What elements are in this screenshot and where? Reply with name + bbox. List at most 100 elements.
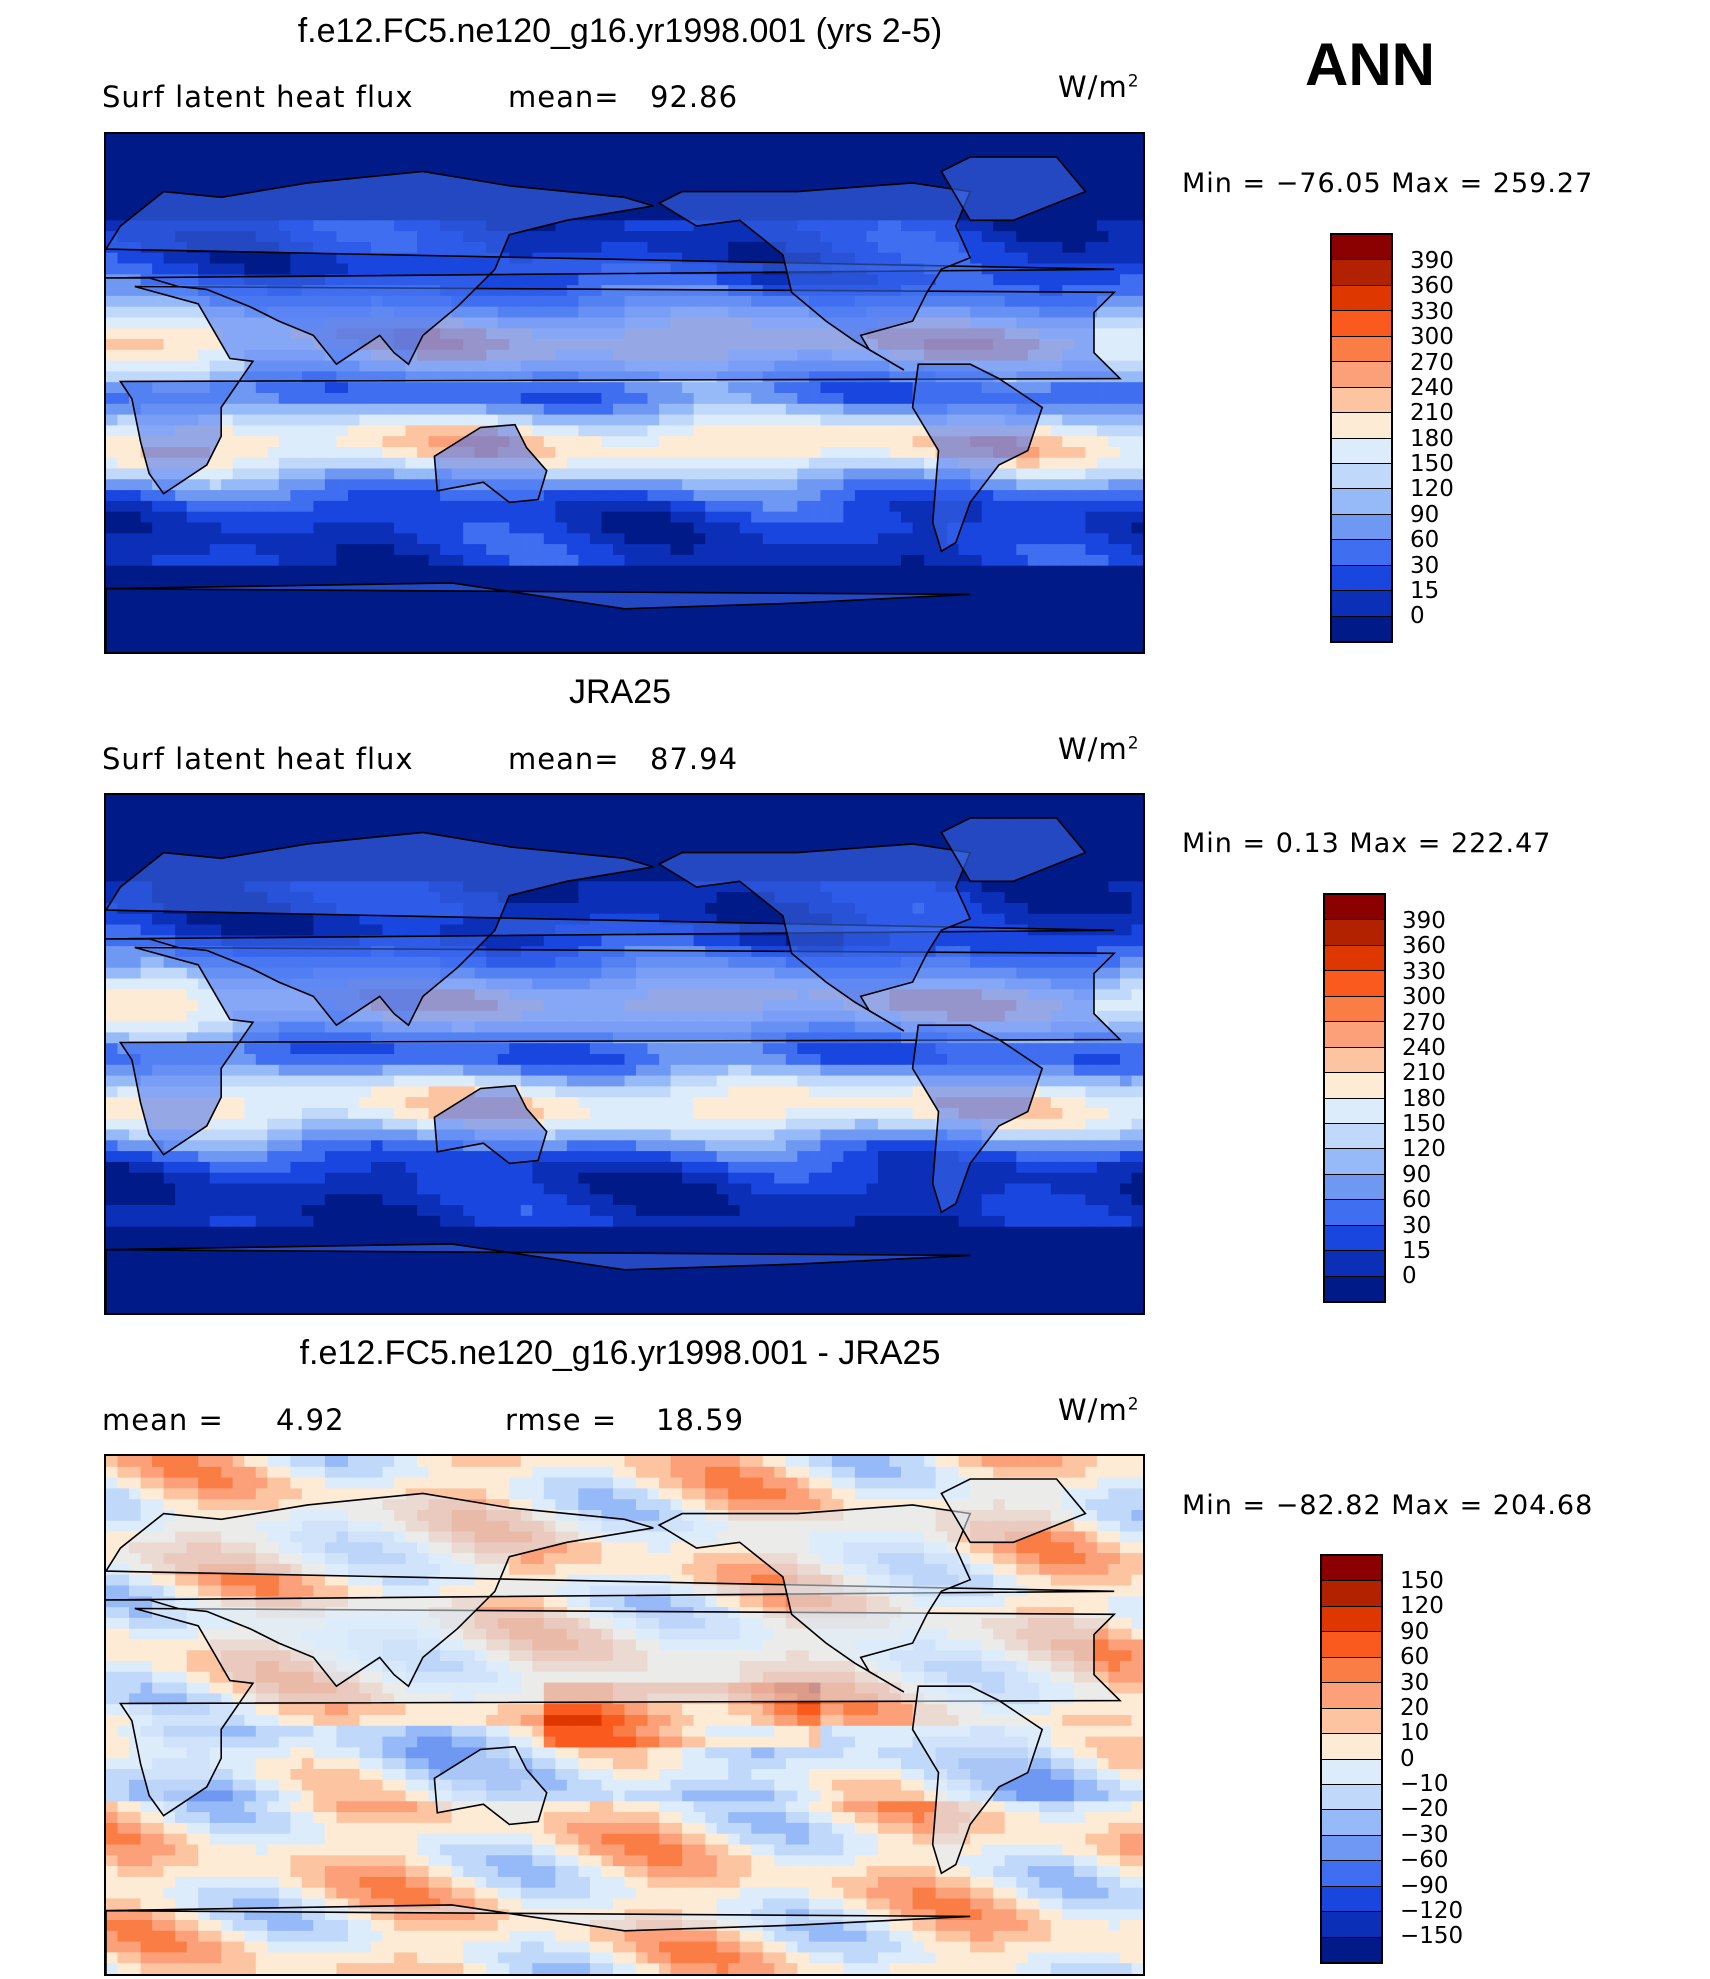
- field-cell: [1062, 500, 1075, 513]
- field-cell: [555, 554, 568, 567]
- field-cell: [670, 414, 683, 426]
- field-cell: [843, 436, 856, 448]
- field-cell: [1131, 339, 1143, 351]
- field-cell: [682, 805, 695, 818]
- field-cell: [670, 544, 683, 556]
- field-cell: [601, 457, 614, 470]
- field-cell: [106, 317, 119, 329]
- panel2-variable-label: Surf latent heat flux: [102, 742, 414, 776]
- field-cell: [244, 436, 257, 448]
- field-cell: [532, 576, 545, 588]
- field-cell: [1131, 630, 1143, 642]
- field-cell: [601, 576, 614, 588]
- field-cell: [543, 827, 556, 839]
- field-cell: [843, 155, 856, 167]
- field-cell: [555, 393, 568, 405]
- field-cell: [854, 468, 867, 480]
- field-cell: [739, 827, 752, 839]
- field-cell: [682, 393, 695, 405]
- field-cell: [889, 554, 902, 567]
- field-cell: [820, 805, 833, 818]
- field-cell: [820, 414, 833, 426]
- field-cell: [1004, 565, 1017, 578]
- field-cell: [831, 414, 844, 426]
- field-cell: [1096, 816, 1109, 828]
- field-cell: [774, 403, 787, 416]
- field-cell: [301, 641, 314, 652]
- field-cell: [1085, 457, 1098, 470]
- field-cell: [313, 608, 326, 621]
- field-cell: [901, 816, 914, 828]
- field-cell: [267, 565, 280, 578]
- field-cell: [981, 565, 994, 578]
- field-cell: [566, 805, 579, 818]
- field-cell: [129, 619, 142, 631]
- field-cell: [543, 134, 556, 146]
- field-cell: [1039, 241, 1052, 254]
- field-cell: [1027, 274, 1040, 286]
- field-cell: [785, 522, 798, 534]
- field-cell: [117, 805, 130, 818]
- field-cell: [601, 382, 614, 394]
- field-cell: [152, 144, 165, 157]
- field-cell: [324, 500, 337, 513]
- field-cell: [797, 522, 810, 534]
- field-cell: [382, 598, 395, 610]
- field-cell: [1085, 220, 1098, 232]
- field-cell: [417, 544, 430, 556]
- field-cell: [1016, 795, 1029, 807]
- field-cell: [843, 827, 856, 839]
- field-cell: [543, 166, 556, 178]
- field-cell: [785, 447, 798, 459]
- field-cell: [785, 511, 798, 524]
- field-cell: [394, 468, 407, 480]
- field-cell: [947, 544, 960, 556]
- field-cell: [958, 554, 971, 567]
- field-cell: [1085, 285, 1098, 297]
- field-cell: [1050, 598, 1063, 610]
- field-cell: [198, 849, 211, 861]
- field-cell: [106, 371, 119, 383]
- field-cell: [935, 587, 948, 599]
- field-cell: [301, 619, 314, 631]
- field-cell: [762, 241, 775, 254]
- field-cell: [555, 220, 568, 232]
- field-cell: [889, 641, 902, 652]
- field-cell: [993, 641, 1006, 652]
- field-cell: [1039, 533, 1052, 545]
- field-cell: [244, 155, 257, 167]
- field-cell: [382, 533, 395, 545]
- field-cell: [417, 134, 430, 146]
- field-cell: [1120, 619, 1133, 631]
- field-cell: [693, 447, 706, 459]
- field-cell: [267, 598, 280, 610]
- field-cell: [716, 511, 729, 524]
- field-cell: [901, 544, 914, 556]
- field-cell: [290, 134, 303, 146]
- field-cell: [463, 587, 476, 599]
- field-cell: [106, 328, 119, 340]
- field-cell: [613, 188, 626, 200]
- field-cell: [198, 166, 211, 178]
- field-cell: [670, 500, 683, 513]
- field-cell: [601, 403, 614, 416]
- field-cell: [440, 533, 453, 545]
- field-cell: [901, 805, 914, 818]
- field-cell: [578, 144, 591, 157]
- field-cell: [290, 500, 303, 513]
- field-cell: [278, 166, 291, 178]
- field-cell: [244, 598, 257, 610]
- field-cell: [1096, 587, 1109, 599]
- field-cell: [278, 816, 291, 828]
- field-cell: [1085, 565, 1098, 578]
- field-cell: [854, 490, 867, 502]
- field-cell: [808, 598, 821, 610]
- field-cell: [405, 544, 418, 556]
- field-cell: [417, 144, 430, 157]
- field-cell: [647, 403, 660, 416]
- field-cell: [555, 838, 568, 850]
- field-cell: [232, 795, 245, 807]
- field-cell: [474, 490, 487, 502]
- field-cell: [578, 231, 591, 243]
- field-cell: [878, 457, 891, 470]
